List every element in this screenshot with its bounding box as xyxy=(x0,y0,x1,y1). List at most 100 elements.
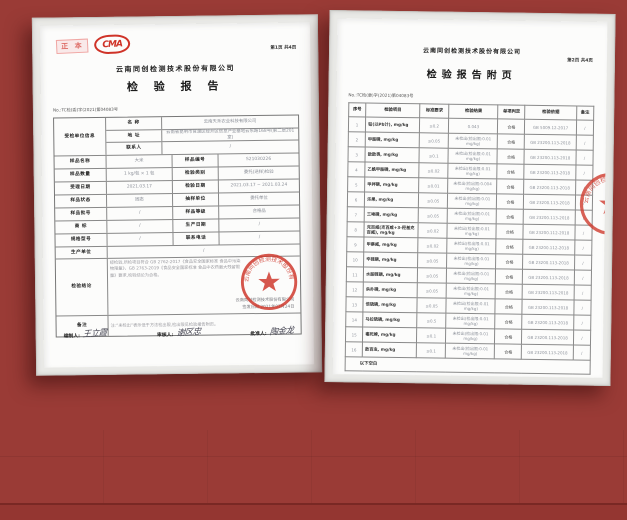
field-label: 样品状态 xyxy=(54,194,108,208)
seal-arc-text: 云南同创检测技术股份有限公司 xyxy=(578,172,607,205)
field-value: / xyxy=(107,233,174,246)
client-field-value: 云南天禾农业科技有限公司 xyxy=(203,119,257,125)
standard-requirement: ≤0.05 xyxy=(417,267,447,284)
item-judgement: 合格 xyxy=(495,253,524,270)
field-label: 样品批号 xyxy=(55,207,108,221)
field-value: 1 kg/包 × 1 包 xyxy=(106,168,173,181)
test-result: 未检出(检出限:0.01 mg/kg) xyxy=(447,208,497,224)
item-judgement: 合格 xyxy=(494,328,523,345)
test-item: 倍硫磷, mg/kg xyxy=(363,297,418,313)
test-item: 甲胺磷, mg/kg xyxy=(365,132,420,148)
conclusion-row: 检验结论 经检验,所检项目符合 GB 2762-2017《食品安全国家标准 食品… xyxy=(55,253,301,317)
column-header: 检验结果 xyxy=(449,104,499,119)
test-basis: GB 23200.113-2018 xyxy=(522,254,575,270)
test-result: 未检出(检出限:0.01 mg/kg) xyxy=(446,298,496,314)
client-info-label: 受检单位信息 xyxy=(54,117,107,156)
standard-requirement: ≤0.1 xyxy=(416,327,447,344)
seal-arc-text: 云南同创检测技术股份有限公司 xyxy=(240,253,296,283)
test-item: 杀扑磷, mg/kg xyxy=(363,282,418,298)
page-title: 检 验 报 告 xyxy=(126,79,225,94)
row-note: / xyxy=(573,329,591,346)
test-item: 克百威(克百威+3-羟基克百威), mg/kg xyxy=(364,222,419,238)
standard-requirement: ≤0.1 xyxy=(416,342,446,359)
results-body: 1 铅(以Pb计), mg/kg ≤0.2 0.043 合格 GB 5009.1… xyxy=(345,116,594,361)
test-item: 甲拌磷, mg/kg xyxy=(364,177,419,193)
framed-report-page2: 云南同创检测技术股份有限公司 第2页 共4页 检验报告附页 No.:TC检(委)… xyxy=(324,10,616,386)
row-number: 10 xyxy=(346,251,364,268)
standard-requirement: ≤0.01 xyxy=(418,177,449,194)
row-number: 11 xyxy=(346,266,364,283)
test-item: 铅(以Pb计), mg/kg xyxy=(365,117,420,133)
item-judgement: 合格 xyxy=(495,268,523,285)
row-note: / xyxy=(576,119,594,136)
item-judgement: 合格 xyxy=(496,223,524,240)
test-basis: GB 23200.112-2018 xyxy=(523,224,575,240)
test-result: 未检出(检出限:0.01 mg/kg) xyxy=(447,223,497,239)
item-judgement: 合格 xyxy=(497,118,525,135)
field-value: 大米 xyxy=(106,155,173,168)
row-note: / xyxy=(573,344,591,361)
field-label: 受理日期 xyxy=(54,181,107,195)
standard-requirement: ≤0.5 xyxy=(416,312,447,329)
standard-requirement: ≤0.05 xyxy=(419,132,449,149)
standard-requirement: ≤0.05 xyxy=(416,297,447,314)
item-judgement: 合格 xyxy=(496,208,524,225)
standard-requirement: ≤0.2 xyxy=(419,117,450,134)
test-result: 未检出(检出限:0.01 mg/kg) xyxy=(446,313,496,329)
client-field-label: 地 址 xyxy=(106,129,163,143)
field-label: 检验类别 xyxy=(172,167,219,181)
row-number: 7 xyxy=(347,206,365,223)
test-item: 甲萘威, mg/kg xyxy=(363,237,418,253)
report-number: No.:TC检(委)字(2021)第04083号 xyxy=(52,106,119,113)
client-info-row: 受检单位信息 名 称 云南天禾农业科技有限公司 地 址 云南省昆明市官渡区经开区… xyxy=(54,115,299,157)
test-item: 敌百虫, mg/kg xyxy=(362,342,417,358)
test-basis: GB 23200.113-2018 xyxy=(521,329,574,345)
conclusion-cell: 经检验,所检项目符合 GB 2762-2017《食品安全国家标准 食品中污染物限… xyxy=(108,253,301,315)
test-basis: GB 23200.113-2018 xyxy=(524,134,577,150)
row-number: 14 xyxy=(345,311,364,328)
row-number: 13 xyxy=(345,296,364,313)
test-result: 未检出(检出限:0.01 mg/kg) xyxy=(447,238,497,254)
conclusion-label: 检验结论 xyxy=(55,258,109,316)
column-header: 标准要求 xyxy=(419,103,450,119)
field-label: 样品数量 xyxy=(54,168,107,182)
field-value: S21030226 xyxy=(245,157,272,163)
test-basis: GB 23200.113-2018 xyxy=(523,194,576,210)
row-note: / xyxy=(574,239,592,256)
page-number: 第2页 共4页 xyxy=(567,58,593,64)
test-result: 未检出(检出限:0.01 mg/kg) xyxy=(448,163,498,179)
standard-requirement: ≤0.1 xyxy=(419,147,449,164)
field-value: 固态 xyxy=(106,194,174,207)
field-value: 合格品 xyxy=(252,209,266,215)
table-footer-row: 以下空白 xyxy=(345,356,591,375)
row-note: / xyxy=(575,149,594,166)
column-header: 备注 xyxy=(576,105,594,121)
test-basis: GB 23200.113-2018 xyxy=(524,149,576,165)
client-field-value: 云南省昆明市官渡区经开区信息产业基地云东路168号(第二层201室) xyxy=(166,128,295,140)
field-value: / xyxy=(107,220,174,233)
field-label: 生产日期 xyxy=(173,219,220,233)
producer-value: / xyxy=(202,248,205,254)
signature-role-label: 编制人: xyxy=(63,334,81,340)
test-item: 三唑磷, mg/kg xyxy=(364,207,419,223)
report-page1-paper: 正 本 CMA 第1页 共4页 云南同创检测技术股份有限公司 检 验 报 告 N… xyxy=(39,22,315,368)
row-note: / xyxy=(574,269,592,286)
item-judgement: 合格 xyxy=(494,343,522,360)
item-judgement: 合格 xyxy=(496,178,525,195)
item-judgement: 合格 xyxy=(497,133,525,150)
test-result: 未检出(检出限:0.01 mg/kg) xyxy=(446,253,497,269)
test-result: 未检出(检出限:0.01 mg/kg) xyxy=(448,133,498,149)
field-value: / xyxy=(258,235,261,241)
row-number: 3 xyxy=(347,146,366,163)
test-basis: GB 23200.113-2018 xyxy=(522,314,574,330)
handwritten-signature: 谢区忠 xyxy=(176,326,201,339)
page-number: 第1页 共4页 xyxy=(270,45,297,51)
row-note: / xyxy=(573,314,591,331)
test-result: 未检出(检出限:0.004 mg/kg) xyxy=(447,178,498,194)
row-note: / xyxy=(573,299,592,316)
company-name: 云南同创检测技术股份有限公司 xyxy=(115,64,236,74)
row-number: 8 xyxy=(346,221,365,238)
field-label: 样品等级 xyxy=(173,206,220,220)
svg-text:云南同创检测技术股份有限公司: 云南同创检测技术股份有限公司 xyxy=(240,253,296,283)
